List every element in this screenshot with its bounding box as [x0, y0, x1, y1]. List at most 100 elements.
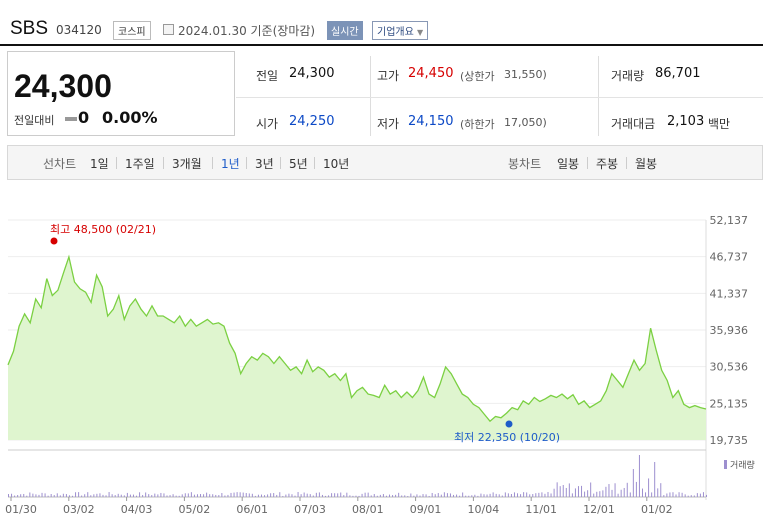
- volume-bar: [495, 493, 497, 497]
- volume-bar: [559, 486, 561, 497]
- volume-bar: [53, 495, 55, 497]
- tab-5year[interactable]: 5년: [289, 157, 308, 171]
- info-divider: [598, 56, 599, 136]
- realtime-button[interactable]: 실시간: [327, 21, 363, 40]
- volume-bar: [90, 495, 92, 497]
- volume-bar: [632, 469, 634, 497]
- open-label: 시가: [256, 117, 279, 131]
- volume-bar: [145, 492, 147, 497]
- volume-bar: [404, 495, 406, 497]
- tab-separator: [587, 157, 588, 169]
- change-percent: 0.00%: [102, 108, 158, 127]
- prev-close-value: 24,300: [289, 66, 335, 81]
- volume-bar: [584, 491, 586, 497]
- x-tick-label: 08/01: [352, 503, 384, 516]
- volume-bar: [437, 493, 439, 497]
- volume-bar: [248, 493, 250, 497]
- volume-bar: [114, 495, 116, 497]
- volume-bar: [318, 492, 320, 497]
- volume-bar: [635, 481, 637, 497]
- tab-monthly-candle[interactable]: 월봉: [635, 157, 658, 171]
- low-annotation: 최저 22,350 (10/20): [454, 431, 560, 444]
- volume-bar: [35, 494, 37, 497]
- volume-bar: [477, 495, 479, 497]
- volume-bar: [227, 494, 229, 497]
- tab-separator: [314, 157, 315, 169]
- volume-bar: [410, 493, 412, 497]
- volume-bar: [163, 493, 165, 497]
- volume-bar: [468, 495, 470, 497]
- volume-bar: [361, 493, 363, 497]
- volume-value: 86,701: [655, 66, 701, 81]
- volume-bar: [334, 493, 336, 497]
- volume-bar: [270, 493, 272, 497]
- volume-legend: 거래량: [730, 459, 755, 471]
- tab-1day[interactable]: 1일: [90, 157, 109, 171]
- volume-bar: [626, 482, 628, 497]
- volume-bar: [111, 494, 113, 497]
- volume-bar: [596, 491, 598, 497]
- volume-bar: [132, 494, 134, 497]
- x-axis: 01/30 03/02 04/03 05/02 06/01 07/03 08/01 09/01…: [5, 497, 673, 516]
- volume-bar: [340, 492, 342, 497]
- volume-bar: [44, 493, 46, 497]
- high-marker: [50, 237, 58, 245]
- volume-bar: [547, 492, 549, 497]
- volume-bar: [456, 494, 458, 497]
- volume-bar: [126, 492, 128, 497]
- tab-1year[interactable]: 1년: [221, 157, 240, 171]
- volume-bar: [672, 492, 674, 497]
- x-tick-label: 11/01: [525, 503, 557, 516]
- volume-bar: [593, 493, 595, 497]
- volume-bar: [638, 455, 640, 497]
- volume-bar: [556, 482, 558, 497]
- info-divider: [370, 56, 371, 136]
- volume-bar: [574, 488, 576, 497]
- trade-amount-value: 2,103: [667, 114, 705, 129]
- volume-bar: [532, 494, 534, 497]
- volume-bar: [260, 494, 262, 497]
- volume-bar: [181, 494, 183, 497]
- tab-3month[interactable]: 3개월: [172, 157, 202, 171]
- upper-limit-value: 31,550): [504, 68, 547, 81]
- volume-bar: [209, 494, 211, 497]
- tab-10year[interactable]: 10년: [323, 157, 350, 171]
- volume-bar: [416, 494, 418, 497]
- volume-bar: [224, 495, 226, 497]
- volume-bar: [349, 495, 351, 497]
- volume-bar: [666, 493, 668, 497]
- volume-bar: [660, 483, 662, 497]
- volume-bar: [264, 495, 266, 497]
- x-tick-label: 07/03: [294, 503, 326, 516]
- volume-bar: [486, 494, 488, 497]
- stock-code: 034120: [56, 23, 102, 37]
- volume-bar: [29, 492, 31, 497]
- volume-bar: [267, 494, 269, 497]
- volume-bar: [105, 495, 107, 497]
- x-tick-label: 01/30: [5, 503, 37, 516]
- tab-daily-candle[interactable]: 일봉: [557, 157, 580, 171]
- volume-bar: [303, 492, 305, 497]
- volume-bar: [136, 495, 138, 497]
- company-overview-button[interactable]: 기업개요 ▼: [372, 21, 429, 40]
- volume-bar: [309, 494, 311, 497]
- tab-3year[interactable]: 3년: [255, 157, 274, 171]
- volume-bar: [17, 495, 19, 497]
- trade-amount-unit: 백만: [708, 117, 731, 131]
- volume-bar: [474, 494, 476, 497]
- volume-bar: [654, 462, 656, 497]
- volume-bar: [577, 486, 579, 497]
- volume-bar: [696, 493, 698, 497]
- volume-bar: [678, 492, 680, 497]
- tab-weekly-candle[interactable]: 주봉: [596, 157, 619, 171]
- tab-1week[interactable]: 1주일: [125, 157, 155, 171]
- header-divider: [0, 44, 763, 46]
- volume-bar: [212, 494, 214, 497]
- volume-bar: [611, 489, 613, 497]
- volume-bar: [337, 493, 339, 497]
- low-marker: [505, 420, 513, 428]
- volume-label: 거래량: [611, 69, 645, 83]
- volume-bar: [26, 495, 28, 497]
- high-label: 고가: [377, 69, 400, 83]
- volume-bar: [346, 492, 348, 497]
